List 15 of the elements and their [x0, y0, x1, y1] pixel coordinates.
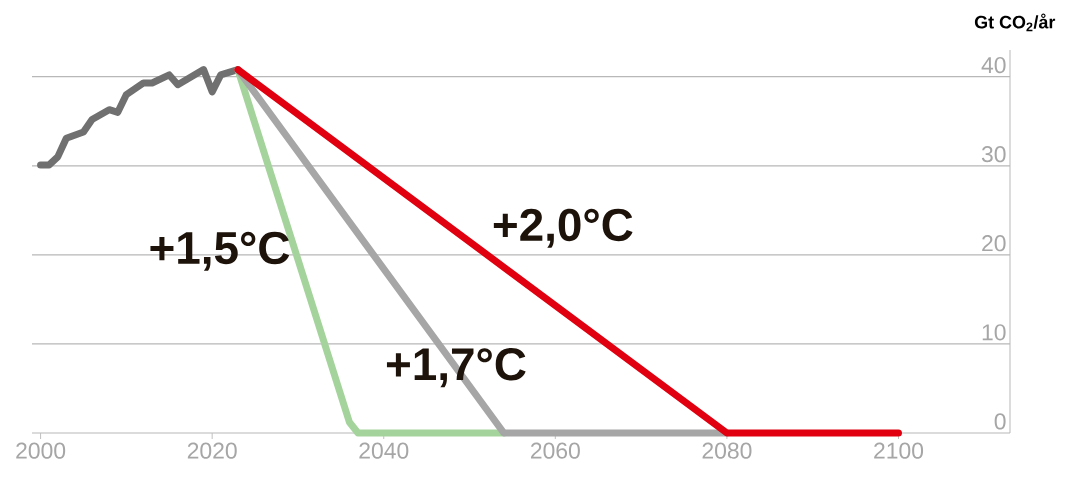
- y-tick-label: 20: [982, 235, 1006, 252]
- y-tick-label: 10: [982, 324, 1006, 341]
- x-tick-label: 2040: [359, 442, 409, 459]
- series-label: +2,0°C: [493, 208, 633, 248]
- y-axis-title: Gt CO$_{2}$/år: [974, 13, 1056, 32]
- x-tick-label: 2080: [702, 442, 752, 459]
- series-label: +1,5°C: [150, 231, 290, 271]
- y-tick-label: 30: [981, 146, 1006, 163]
- x-tick-label: 2100: [874, 442, 924, 459]
- x-tick-label: 2000: [16, 442, 66, 459]
- y-tick-label: 40: [981, 56, 1006, 74]
- y-tick-label: 0: [994, 413, 1006, 430]
- x-tick-label: 2060: [530, 442, 580, 459]
- series-label: +1,7°C: [386, 348, 526, 388]
- x-tick-label: 2020: [187, 442, 237, 459]
